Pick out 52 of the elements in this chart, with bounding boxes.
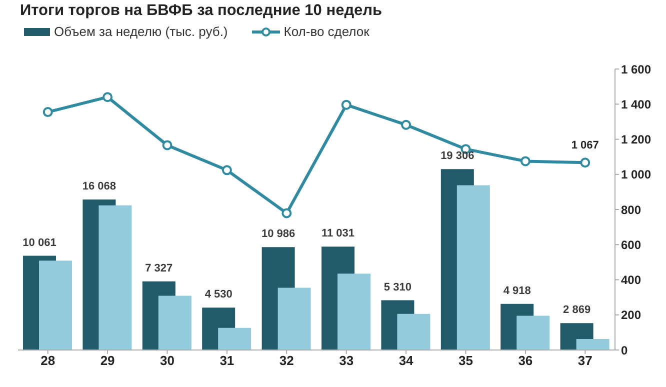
bar (218, 328, 252, 350)
data-label: 4 918 (503, 284, 531, 297)
data-label: 10 061 (22, 236, 56, 249)
bar (39, 260, 72, 350)
point (282, 208, 292, 218)
legend-label: Кол-во сделок (284, 24, 370, 39)
point (401, 120, 412, 130)
data-label: 5 310 (384, 281, 412, 294)
legend-label: Объем за неделю (тыс. руб.) (54, 24, 228, 39)
point (520, 156, 530, 166)
point (580, 158, 590, 168)
x-tick-label: 35 (458, 353, 473, 368)
y2-tick-label: 1 000 (621, 168, 652, 182)
y2-tick-label: 800 (621, 202, 642, 217)
bar (98, 205, 132, 350)
point (222, 165, 232, 176)
y2-tick-label: 1 400 (621, 97, 652, 112)
point (42, 107, 53, 118)
data-label: 1 067 (571, 140, 599, 152)
x-tick-label: 37 (578, 353, 592, 368)
data-label: 19 306 (440, 150, 474, 162)
data-label: 16 068 (82, 180, 116, 192)
x-tick-label: 36 (518, 353, 533, 368)
x-tick-label: 31 (220, 353, 234, 368)
point (341, 100, 352, 110)
bar (278, 288, 311, 350)
y2-tick-label: 1 600 (621, 62, 652, 76)
x-tick-label: 33 (339, 353, 354, 368)
x-tick-label: 29 (100, 353, 115, 368)
data-label: 4 530 (204, 288, 232, 301)
bar (576, 338, 610, 350)
y2-tick-label: 400 (621, 273, 642, 288)
bar (338, 274, 370, 350)
data-label: 11 031 (321, 228, 355, 240)
x-tick-label: 34 (398, 353, 414, 368)
point (162, 140, 172, 150)
x-tick-label: 30 (160, 353, 174, 368)
x-tick-label: 28 (40, 353, 56, 368)
bar (158, 296, 192, 350)
y2-tick-label: 1 200 (621, 132, 652, 147)
bar (456, 185, 490, 350)
bar (397, 314, 430, 350)
data-label: 2 869 (563, 304, 591, 316)
bar (516, 316, 550, 350)
y2-tick-label: 200 (621, 308, 642, 322)
data-label: 10 986 (261, 228, 296, 240)
chart-title: Итоги торгов на БВФБ за последние 10 недель (20, 2, 382, 20)
y2-tick-label: 0 (621, 343, 628, 358)
y2-tick-label: 600 (621, 238, 642, 252)
x-tick-label: 32 (279, 353, 294, 368)
point (102, 92, 113, 102)
data-label: 7 327 (145, 262, 173, 274)
